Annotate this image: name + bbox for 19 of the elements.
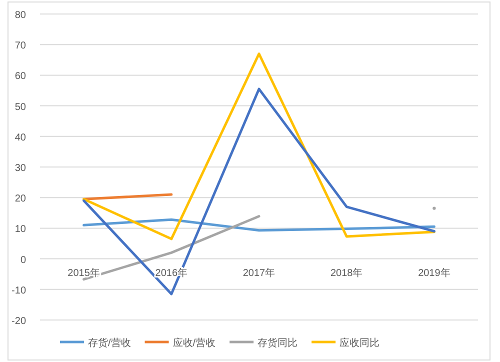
- y-tick-label: 10: [14, 224, 26, 236]
- legend-label: 存货同比: [258, 337, 298, 349]
- y-tick-label: 70: [14, 40, 26, 52]
- x-tick-label: 2018年: [330, 266, 363, 279]
- y-tick-label: 0: [20, 254, 26, 266]
- y-tick-label: 60: [14, 71, 26, 82]
- x-tick-label: 2015年: [68, 266, 100, 279]
- y-tick-label: -10: [12, 285, 26, 296]
- x-tick-label: 2019年: [418, 266, 450, 279]
- legend-label: 应收/营收: [172, 337, 216, 349]
- y-tick-label: 80: [14, 10, 26, 21]
- y-tick-label: 40: [14, 132, 26, 144]
- y-tick-label: 30: [14, 163, 26, 174]
- x-tick-label: 2017年: [242, 266, 276, 279]
- y-tick-label: 20: [14, 194, 26, 205]
- y-tick-label: -20: [12, 316, 26, 327]
- legend-label: 存货/营收: [88, 337, 131, 349]
- y-tick-label: 50: [14, 102, 26, 113]
- legend-label: 应收同比: [340, 337, 380, 349]
